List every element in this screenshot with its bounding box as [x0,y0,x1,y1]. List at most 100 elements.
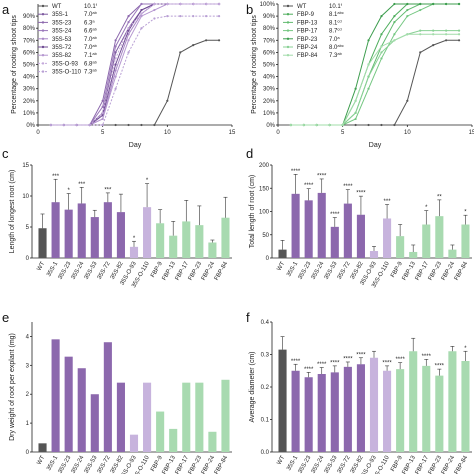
legend-label-FBP-13: FBP-13 [297,20,318,26]
bar-35S-1 [291,370,300,452]
y-tick-label: 60% [23,50,36,56]
y-tick-label: 30% [23,87,36,93]
data-point-WT [140,123,143,127]
significance-35S-72: **** [343,184,353,190]
significance-35S-O-93: * [133,236,136,242]
bar-FBP-17 [422,224,431,258]
y-tick-label: 0.0 [261,450,270,456]
significance-FBP-23: ** [437,194,442,200]
bar-FBP-9 [156,223,165,258]
data-point-FBP-84 [302,123,305,127]
significance-35S-82: **** [356,191,366,197]
bar-35S-72 [103,342,112,452]
y-axis-title: Total length of root (cm) [249,175,256,249]
x-axis-title: Day [369,142,382,149]
bar-35S-O-93 [369,251,379,258]
legend-marker-WT [286,4,290,8]
data-point-FBP-23 [354,87,357,90]
x-tick-label: 5 [341,130,345,136]
data-point-35S-O-93 [140,12,143,15]
y-tick-label: 5 [26,225,30,231]
data-point-WT [406,99,409,102]
x-tick-label: 10 [404,130,411,136]
y-tick-label: 4 [26,334,30,340]
bar-35S-O-93 [129,246,139,258]
y-tick-label: 0% [26,123,35,129]
legend-label-35S-O-110: 35S-O-110 [52,70,82,76]
data-point-35S-O-93 [153,2,156,6]
bar-35S-24 [317,192,326,258]
legend-significance-35S-23: a [92,18,95,23]
data-point-35S-O-93 [127,27,130,30]
data-point-FBP-17 [393,33,396,36]
legend-label-35S-72: 35S-72 [52,45,72,51]
legend-label-FBP-24: FBP-24 [297,45,318,51]
data-point-35S-O-110 [192,15,195,18]
bar-35S-1 [51,202,60,258]
bar-FBP-13 [409,251,418,258]
significance-35S-1: **** [291,169,301,175]
legend-value-FBP-17: 8.7cd [329,27,342,35]
data-point-FBP-84 [419,33,422,36]
data-point-FBP-24 [419,29,422,32]
data-point-35S-O-110 [217,15,221,18]
y-axis-title: Dry weight of root per explant (mg) [9,333,16,441]
data-point-FBP-23 [432,2,435,6]
legend-label-WT: WT [52,4,62,10]
legend-value-35S-23: 6.3a [84,18,95,26]
legend-marker-FBP-84 [286,54,290,57]
data-point-35S-O-110 [49,123,53,127]
data-point-WT [192,44,195,47]
legend-value-35S-24: 6.6ab [84,27,98,35]
significance-35S-23: **** [304,183,314,189]
significance-35S-1: *** [52,174,60,180]
bar-35S-72 [343,366,352,452]
x-tick-label: 10 [164,130,171,136]
y-tick-label: 3 [26,363,30,369]
y-tick-label: 10% [263,111,276,117]
x-tick-label: 15 [229,130,236,136]
legend-marker-FBP-17 [286,29,290,32]
data-point-FBP-23 [380,15,383,18]
legend-label-35S-53: 35S-53 [52,37,72,43]
bar-35S-O-110 [383,370,392,452]
data-point-FBP-24 [445,29,448,32]
y-tick-label: 150 [259,186,270,192]
bar-35S-53 [90,217,99,258]
data-point-WT [217,39,221,42]
data-point-FBP-13 [406,8,409,12]
data-point-35S-O-110 [205,15,208,18]
y-tick-label: 50 [262,233,269,239]
x-tick-label-35S-1: 35S-1 [286,454,300,471]
significance-35S-1: **** [291,359,301,365]
legend-marker-35S-1 [41,13,45,16]
data-point-FBP-84 [367,63,370,66]
legend-value-FBP-84: 7.3ab [329,51,343,59]
data-point-WT [393,123,396,127]
data-point-35S-82 [101,117,104,121]
y-tick-label: 90% [23,14,36,20]
x-tick-label-WT: WT [276,261,286,272]
legend-value-FBP-24: 8.0abc [329,43,344,51]
data-point-FBP-84 [354,99,357,102]
data-point-FBP-23 [445,2,448,6]
legend-significance-FBP-84: ab [337,51,342,56]
y-tick-label: 0 [26,450,30,456]
data-point-FBP-84 [445,33,448,36]
bar-FBP-23 [435,216,444,258]
y-tick-label: 0.4 [261,320,270,326]
data-point-FBP-23 [457,2,461,6]
data-point-FBP-13 [393,21,396,24]
legend-significance-35S-O-110: ab [92,68,97,73]
bar-FBP-9 [156,411,165,452]
bar-FBP-24 [208,242,217,258]
data-point-FBP-23 [393,2,396,6]
bar-FBP-13 [409,351,418,452]
data-point-FBP-84 [289,123,293,127]
bar-FBP-9 [396,369,405,452]
x-tick-label-WT: WT [276,455,286,466]
legend-marker-WT [41,4,45,8]
significance-35S-72: *** [104,187,112,193]
